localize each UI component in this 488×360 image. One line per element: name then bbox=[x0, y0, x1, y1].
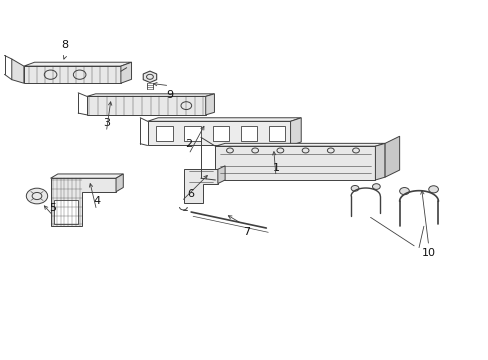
Polygon shape bbox=[12, 59, 24, 83]
Polygon shape bbox=[183, 169, 217, 203]
Circle shape bbox=[428, 186, 438, 193]
Polygon shape bbox=[147, 121, 290, 145]
Polygon shape bbox=[143, 71, 156, 82]
Text: 2: 2 bbox=[185, 139, 192, 149]
Polygon shape bbox=[87, 94, 214, 96]
Polygon shape bbox=[50, 174, 123, 178]
Bar bbox=[156, 126, 172, 141]
Polygon shape bbox=[290, 118, 301, 145]
Polygon shape bbox=[217, 166, 224, 184]
Bar bbox=[212, 126, 228, 141]
Text: 1: 1 bbox=[272, 163, 279, 172]
Text: 4: 4 bbox=[93, 196, 100, 206]
Circle shape bbox=[399, 188, 408, 195]
Bar bbox=[268, 126, 285, 141]
Polygon shape bbox=[24, 62, 131, 66]
Polygon shape bbox=[215, 143, 385, 146]
Polygon shape bbox=[24, 66, 121, 83]
Polygon shape bbox=[385, 136, 399, 177]
Text: 10: 10 bbox=[421, 248, 435, 258]
Polygon shape bbox=[147, 118, 301, 121]
Bar bbox=[54, 199, 78, 225]
Circle shape bbox=[26, 188, 47, 204]
Circle shape bbox=[372, 184, 380, 189]
Polygon shape bbox=[50, 178, 116, 226]
Polygon shape bbox=[121, 62, 131, 83]
Text: 6: 6 bbox=[187, 189, 194, 199]
Polygon shape bbox=[116, 174, 123, 192]
Polygon shape bbox=[215, 146, 375, 180]
Text: 3: 3 bbox=[102, 118, 110, 128]
Polygon shape bbox=[375, 143, 385, 180]
Text: 8: 8 bbox=[61, 40, 68, 50]
Bar bbox=[184, 126, 201, 141]
Circle shape bbox=[350, 185, 358, 191]
Polygon shape bbox=[205, 94, 214, 115]
Text: 9: 9 bbox=[165, 90, 173, 100]
Bar bbox=[240, 126, 257, 141]
Text: 5: 5 bbox=[49, 203, 57, 213]
Text: 7: 7 bbox=[243, 226, 250, 237]
Polygon shape bbox=[87, 96, 205, 115]
